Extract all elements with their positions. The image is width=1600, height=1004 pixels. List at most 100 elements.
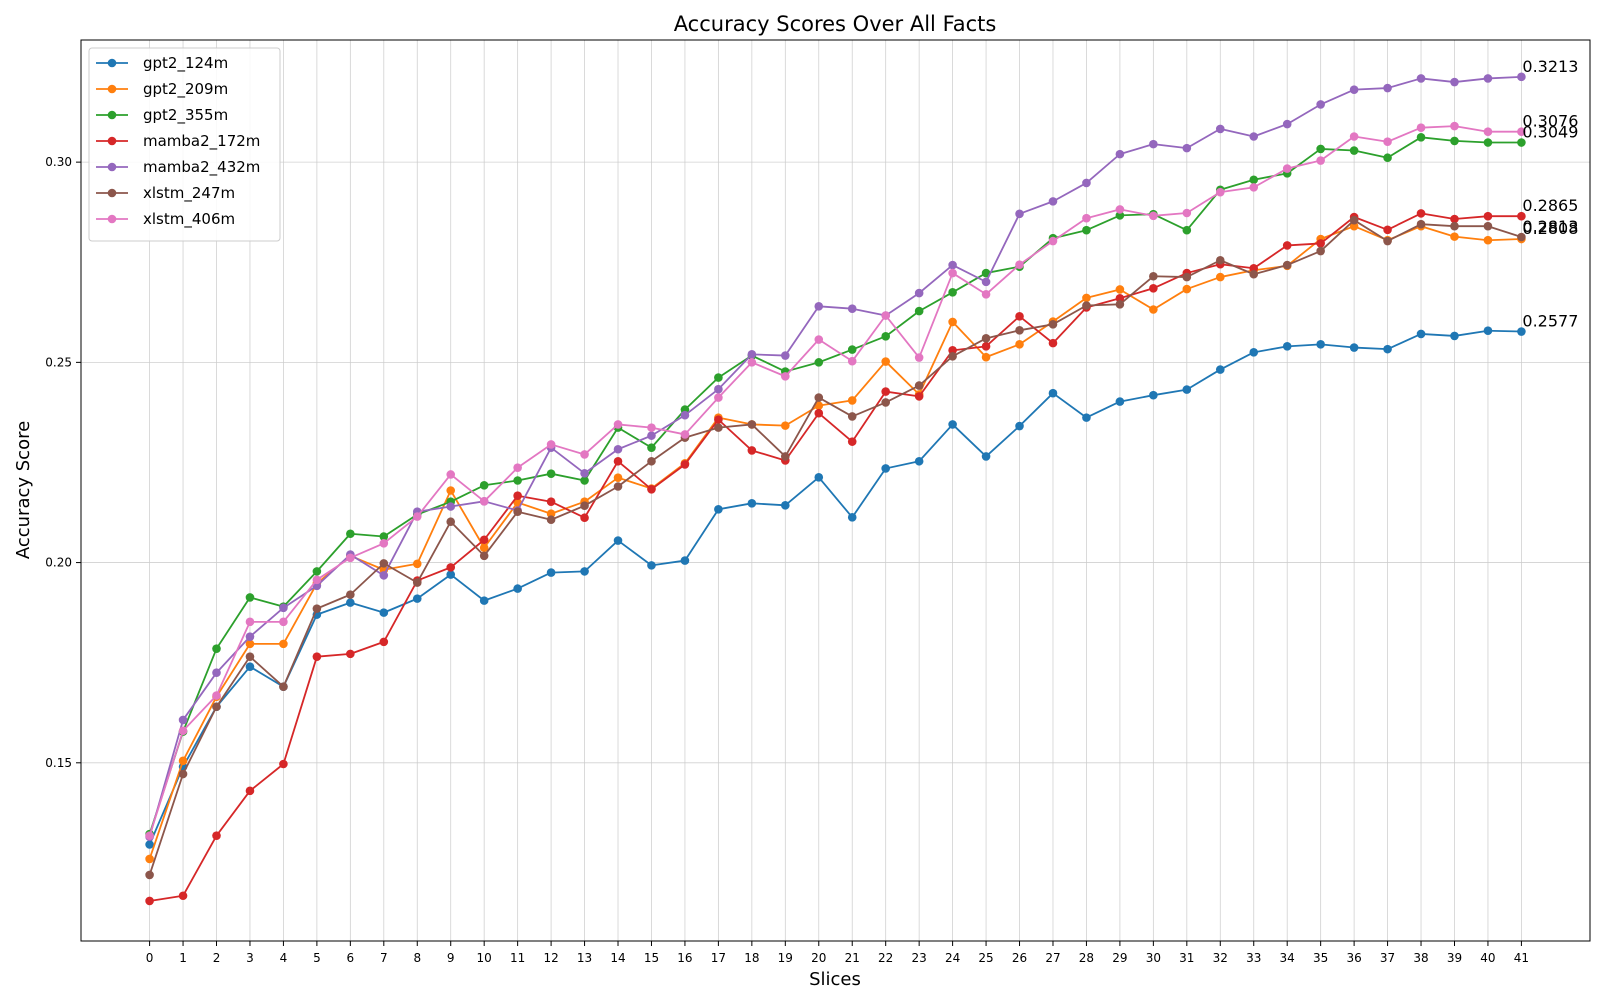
- data-point: [312, 604, 322, 613]
- series-line-gpt2_124m: [148, 329, 1522, 845]
- data-point: [1149, 139, 1158, 149]
- x-tick-label: 17: [711, 951, 726, 965]
- data-point: [781, 501, 790, 510]
- data-point: [1249, 175, 1259, 185]
- data-point: [1215, 272, 1225, 282]
- data-point: [1483, 74, 1493, 83]
- x-tick-label: 21: [845, 951, 860, 965]
- legend-marker: [107, 58, 117, 68]
- series-line-mamba2_172m: [149, 212, 1522, 902]
- x-tick-label: 35: [1313, 951, 1328, 965]
- data-point: [714, 505, 723, 514]
- data-point: [580, 476, 589, 485]
- x-tick-label: 36: [1346, 951, 1361, 965]
- series-line-xlstm_406m: [148, 125, 1522, 836]
- x-tick-label: 20: [811, 951, 826, 965]
- data-point: [1115, 293, 1125, 303]
- data-point: [479, 480, 489, 490]
- data-point: [1082, 178, 1091, 188]
- data-point: [714, 393, 723, 402]
- data-point: [948, 352, 957, 361]
- data-point: [847, 356, 857, 366]
- data-point: [1182, 143, 1192, 153]
- data-point: [914, 456, 924, 466]
- data-point: [747, 420, 757, 429]
- data-point: [948, 420, 957, 429]
- data-point: [1383, 83, 1392, 93]
- data-point: [847, 304, 857, 313]
- x-tick-label: 2: [213, 951, 221, 965]
- y-tick-label: 0.20: [45, 556, 72, 570]
- data-point: [814, 401, 824, 410]
- data-point: [948, 268, 957, 278]
- data-point: [847, 437, 857, 446]
- data-point: [1517, 138, 1526, 147]
- data-point: [245, 652, 255, 661]
- end-value-label: 0.3049: [1522, 123, 1578, 142]
- x-tick-label: 38: [1413, 951, 1428, 965]
- data-point: [513, 491, 522, 501]
- data-point: [1316, 239, 1325, 248]
- data-point: [714, 373, 723, 382]
- data-point: [1015, 209, 1024, 219]
- y-axis-label: Accuracy Score: [13, 421, 34, 559]
- data-point: [145, 896, 154, 906]
- data-point: [145, 831, 154, 840]
- data-point: [1215, 124, 1225, 134]
- data-point: [1517, 327, 1526, 336]
- y-tick-label: 0.30: [45, 155, 72, 169]
- data-point: [346, 529, 355, 539]
- data-point: [914, 306, 924, 316]
- legend-marker: [107, 188, 117, 198]
- x-tick-label: 5: [313, 951, 321, 965]
- legend-marker: [107, 214, 117, 224]
- data-point: [981, 452, 991, 461]
- data-point: [847, 513, 857, 522]
- data-point: [513, 584, 522, 593]
- data-point: [1450, 121, 1459, 131]
- data-point: [781, 421, 790, 430]
- data-point: [1450, 221, 1459, 231]
- data-point: [680, 410, 690, 420]
- data-point: [1115, 285, 1125, 294]
- series-line-gpt2_355m: [148, 136, 1522, 835]
- data-point: [1517, 211, 1526, 221]
- data-point: [914, 381, 924, 390]
- data-point: [613, 482, 623, 491]
- legend-label: gpt2_355m: [143, 106, 228, 125]
- x-tick-label: 3: [246, 951, 254, 965]
- data-point: [613, 420, 623, 429]
- data-point: [814, 408, 824, 418]
- data-point: [881, 387, 890, 396]
- data-point: [546, 515, 556, 525]
- data-point: [245, 632, 255, 641]
- data-point: [1483, 221, 1493, 231]
- data-point: [1048, 197, 1058, 206]
- series-xlstm_406m: [145, 121, 1526, 840]
- data-point: [1215, 365, 1225, 374]
- data-point: [1383, 153, 1392, 163]
- data-point: [747, 350, 757, 359]
- data-point: [1349, 343, 1359, 352]
- data-point: [1249, 269, 1259, 279]
- x-tick-label: 1: [179, 951, 187, 965]
- data-point: [881, 357, 890, 366]
- data-point: [446, 502, 456, 511]
- data-point: [1015, 326, 1024, 335]
- data-point: [412, 578, 422, 587]
- data-point: [814, 335, 824, 344]
- data-point: [1316, 246, 1325, 256]
- data-point: [613, 456, 623, 466]
- data-point: [1115, 149, 1125, 159]
- data-point: [1182, 208, 1192, 218]
- data-point: [881, 464, 890, 473]
- y-tick-label: 0.15: [45, 756, 72, 770]
- series-line-xlstm_247m: [148, 219, 1522, 876]
- data-point: [1349, 132, 1359, 141]
- data-point: [981, 277, 991, 287]
- legend-marker: [107, 110, 117, 120]
- data-point: [346, 649, 355, 659]
- data-point: [1483, 211, 1493, 221]
- data-point: [1182, 272, 1192, 282]
- data-point: [781, 452, 790, 461]
